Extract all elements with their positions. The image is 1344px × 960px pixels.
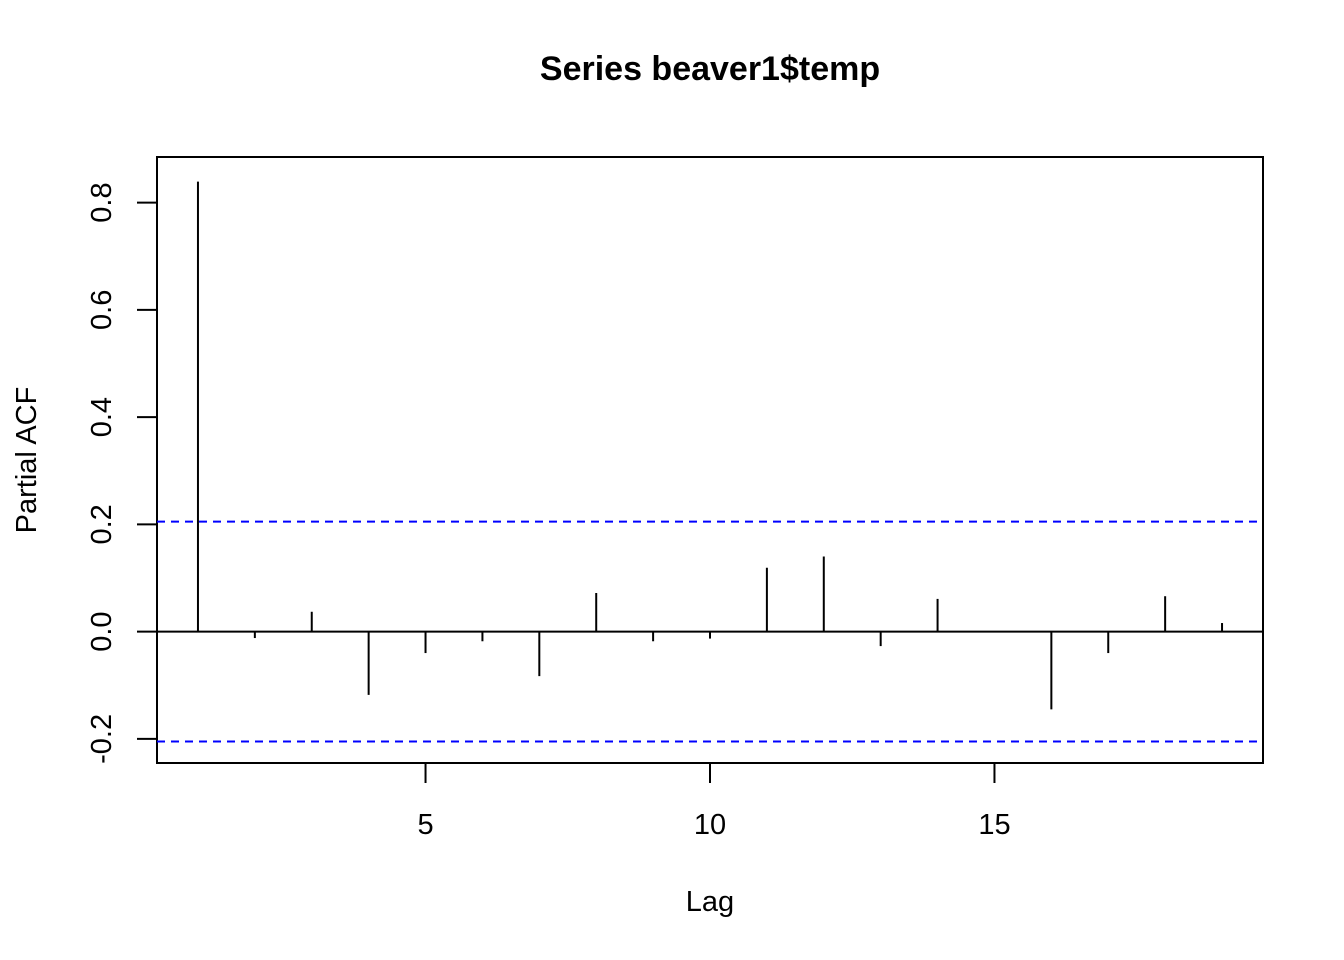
plot-frame xyxy=(156,156,1264,764)
y-tick-label: 0.4 xyxy=(86,397,118,437)
x-axis: 5 10 15 xyxy=(417,762,1011,841)
x-axis-label: Lag xyxy=(686,886,734,918)
y-tick-label: 0.2 xyxy=(86,504,118,544)
chart-title: Series beaver1$temp xyxy=(540,50,880,88)
x-tick-label: 15 xyxy=(978,809,1010,841)
y-tick-label: 0.8 xyxy=(86,182,118,222)
pacf-bars xyxy=(196,181,1224,710)
y-tick-label: 0.0 xyxy=(86,611,118,651)
y-axis-label: Partial ACF xyxy=(11,387,43,534)
x-tick-label: 10 xyxy=(694,809,726,841)
y-axis: -0.2 0.0 0.2 0.4 0.6 0.8 xyxy=(86,182,158,764)
x-tick-label: 5 xyxy=(417,809,433,841)
y-tick-label: -0.2 xyxy=(86,714,118,764)
y-tick-label: 0.6 xyxy=(86,290,118,330)
confidence-bounds xyxy=(157,520,1263,743)
